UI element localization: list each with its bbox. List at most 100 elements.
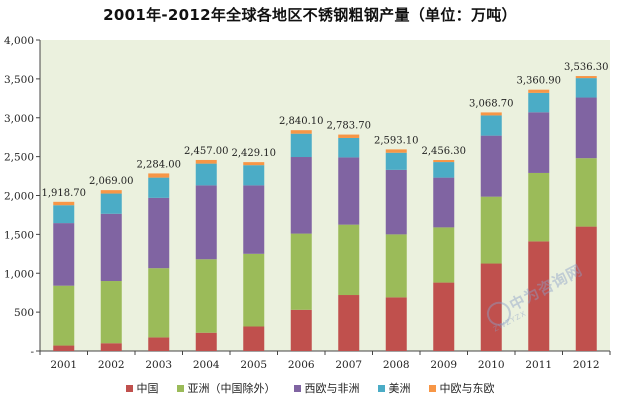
bar-segment-3: [148, 197, 170, 269]
bar-segment-3: [385, 169, 407, 235]
bar-segment-1: [100, 343, 122, 351]
bar-segment-4: [290, 133, 312, 158]
y-tick-label: 2,500: [4, 152, 34, 164]
bar-segment-4: [338, 137, 360, 158]
bar-segment-2: [480, 196, 502, 264]
bar-segment-3: [290, 157, 312, 234]
bar-segment-5: [433, 160, 455, 163]
bar-segment-1: [480, 263, 502, 351]
legend-swatch: [428, 384, 436, 392]
total-label: 3,360.90: [516, 76, 561, 87]
y-tick-label: 2,000: [4, 191, 34, 203]
bar-segment-4: [53, 205, 75, 224]
bar-segment-5: [338, 134, 360, 138]
bar-segment-5: [195, 159, 217, 164]
bar-segment-5: [528, 89, 550, 93]
legend-item: 亚洲（中国除外）: [176, 380, 276, 396]
total-label: 2,069.00: [89, 176, 134, 187]
legend-label: 美洲: [388, 382, 411, 395]
bar-segment-1: [385, 297, 407, 351]
bar-segment-5: [480, 112, 502, 116]
x-tick-label: 2002: [98, 359, 125, 371]
legend-item: 中欧与东欧: [428, 380, 495, 396]
x-axis: 2001 2002 2003 2004 2005 2006 2007 2008 2009 2010…: [39, 350, 611, 371]
y-tick-label: 1,500: [4, 229, 34, 241]
y-tick-label: 4,000: [4, 35, 34, 47]
legend-swatch: [176, 384, 184, 392]
x-tick-label: 2004: [193, 359, 220, 371]
bar-segment-3: [528, 112, 550, 173]
legend-item: 中国: [125, 380, 159, 396]
total-label: 2,456.30: [421, 146, 466, 157]
x-tick-label: 2009: [430, 359, 457, 371]
bar-segment-4: [385, 152, 407, 170]
y-tick-label: 1,000: [4, 268, 34, 280]
bar-segment-5: [243, 162, 265, 166]
x-tick-label: 2003: [145, 359, 172, 371]
x-tick-label: 2007: [335, 359, 362, 371]
legend-label: 中国: [136, 382, 159, 395]
total-label: 2,783.70: [326, 121, 371, 132]
bar-segment-1: [243, 326, 265, 351]
bars: [53, 76, 597, 351]
bar-segment-1: [528, 241, 550, 351]
bar-segment-2: [385, 234, 407, 298]
x-tick-label: 2005: [240, 359, 267, 371]
bar-segment-3: [338, 157, 360, 225]
x-tick-label: 2010: [478, 359, 505, 371]
y-tick-label: 500: [14, 307, 34, 319]
x-tick-label: 2012: [573, 359, 600, 371]
bar-segment-2: [290, 233, 312, 310]
x-tick-label: 2011: [525, 359, 552, 371]
legend-label: 西欧与非洲: [304, 382, 360, 395]
bar-segment-3: [53, 223, 75, 286]
bar-segment-2: [528, 172, 550, 242]
bar-segment-1: [148, 337, 170, 351]
bar-segment-3: [243, 185, 265, 254]
y-tick-label: -: [30, 346, 34, 358]
total-label: 2,457.00: [184, 146, 229, 157]
x-tick-label: 2001: [50, 359, 77, 371]
bar-segment-4: [148, 177, 170, 198]
bar-segment-5: [53, 201, 75, 206]
total-label: 2,429.10: [231, 148, 276, 159]
bar-segment-2: [195, 259, 217, 333]
bar-segment-3: [480, 135, 502, 197]
bar-segment-2: [243, 253, 265, 327]
legend-swatch: [293, 384, 301, 392]
bar-segment-2: [575, 158, 597, 227]
bar-segment-5: [100, 190, 122, 194]
bar-segment-4: [195, 163, 217, 186]
legend-item: 美洲: [377, 380, 411, 396]
legend-swatch: [377, 384, 385, 392]
bar-segment-2: [338, 224, 360, 296]
bar-segment-3: [433, 177, 455, 228]
legend-swatch: [125, 384, 133, 392]
legend: 中国 亚洲（中国除外） 西欧与非洲 美洲 中欧与东欧: [0, 380, 620, 396]
plot-area: [40, 40, 610, 351]
bar-segment-4: [575, 78, 597, 98]
bar-segment-2: [148, 268, 170, 338]
bar-segment-3: [195, 185, 217, 260]
bar-segment-1: [433, 282, 455, 351]
x-tick-label: 2006: [288, 359, 315, 371]
legend-label: 中欧与东欧: [439, 382, 495, 395]
legend-item: 西欧与非洲: [293, 380, 360, 396]
bar-segment-5: [290, 130, 312, 134]
y-axis: - 500 1,000 1,500 2,000 2,500 3,000 3,500 4,000: [4, 35, 41, 358]
bar-segment-2: [53, 285, 75, 346]
total-label: 2,284.00: [136, 159, 181, 170]
legend-label: 亚洲（中国除外）: [187, 382, 276, 395]
total-label: 3,536.30: [564, 62, 609, 73]
total-label: 2,593.10: [374, 135, 419, 146]
bar-segment-1: [575, 226, 597, 351]
y-tick-label: 3,500: [4, 74, 34, 86]
bar-segment-4: [480, 115, 502, 136]
bar-segment-3: [100, 213, 122, 282]
total-label: 3,068.70: [469, 98, 514, 109]
bar-segment-2: [100, 281, 122, 344]
total-label: 1,918.70: [41, 188, 86, 199]
bar-segment-2: [433, 227, 455, 283]
x-tick-label: 2008: [383, 359, 410, 371]
bar-segment-1: [195, 332, 217, 351]
